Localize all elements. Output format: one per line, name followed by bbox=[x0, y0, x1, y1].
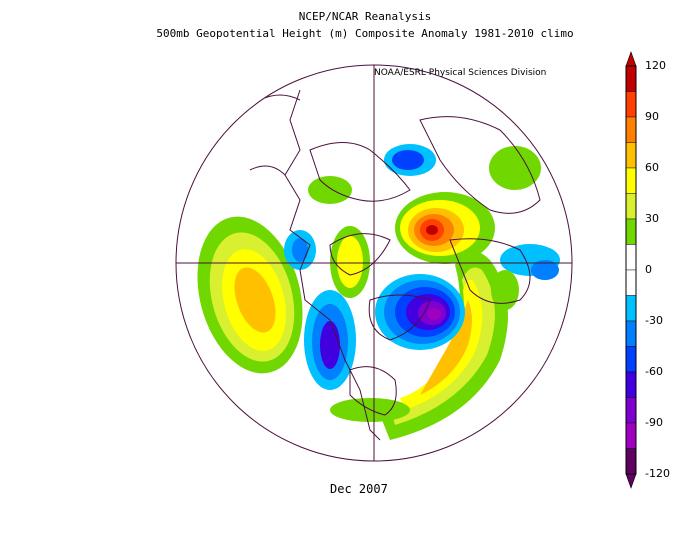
colorbar-tick-label: -30 bbox=[645, 314, 663, 327]
colorbar-cell bbox=[625, 269, 637, 296]
map-subtitle: 500mb Geopotential Height (m) Composite … bbox=[156, 27, 574, 40]
colorbar-tick-label: -60 bbox=[645, 365, 663, 378]
colorbar-tick-label: 90 bbox=[645, 110, 659, 123]
colorbar-tick-label: 0 bbox=[645, 263, 652, 276]
map-border bbox=[175, 64, 573, 462]
colorbar-cell bbox=[625, 295, 637, 322]
colorbar-tick-label: 60 bbox=[645, 161, 659, 174]
colorbar-cell bbox=[625, 167, 637, 194]
colorbar-cell bbox=[625, 320, 637, 347]
colorbar-tick-label: 30 bbox=[645, 212, 659, 225]
colorbar-cell bbox=[625, 422, 637, 449]
colorbar-cell bbox=[625, 142, 637, 169]
colorbar-max-arrow bbox=[625, 51, 637, 67]
colorbar-tick-label: -120 bbox=[645, 467, 670, 480]
colorbar-min-arrow bbox=[625, 473, 637, 489]
colorbar-cell bbox=[625, 244, 637, 271]
colorbar-tick-label: -90 bbox=[645, 416, 663, 429]
colorbar-cell bbox=[625, 371, 637, 398]
colorbar-cell bbox=[625, 193, 637, 220]
colorbar-cell bbox=[625, 397, 637, 424]
period-label: Dec 2007 bbox=[330, 482, 388, 496]
colorbar-cell bbox=[625, 346, 637, 373]
colorbar-cell bbox=[625, 448, 637, 475]
colorbar-tick-label: 120 bbox=[645, 59, 666, 72]
colorbar-cell bbox=[625, 91, 637, 118]
colorbar-cell bbox=[625, 218, 637, 245]
colorbar-cell bbox=[625, 65, 637, 92]
credit-label: NOAA/ESRL Physical Sciences Division bbox=[374, 68, 547, 78]
anomaly-field bbox=[197, 144, 560, 440]
colorbar-cell bbox=[625, 116, 637, 143]
colorbar bbox=[625, 51, 637, 489]
map-title: NCEP/NCAR Reanalysis bbox=[298, 10, 432, 23]
